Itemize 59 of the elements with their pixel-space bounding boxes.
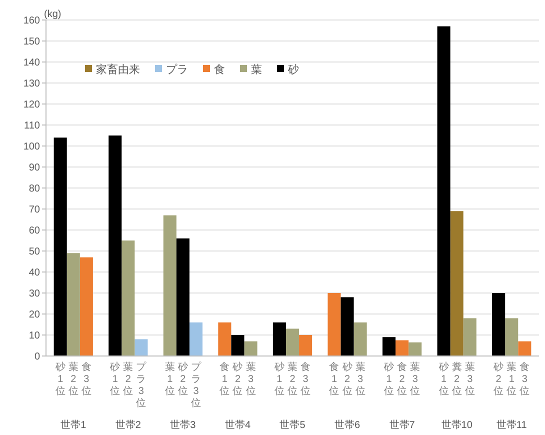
y-tick-label: 150 xyxy=(23,36,40,48)
x-tick-label: プラ3位 xyxy=(190,361,202,409)
text: 世帯4 xyxy=(224,419,251,431)
y-axis-title: (kg) xyxy=(44,9,62,20)
x-tick-label: 砂1位 xyxy=(54,361,66,397)
text: 世帯3 xyxy=(170,419,196,431)
text: 世帯10 xyxy=(441,419,473,431)
text: 世帯7 xyxy=(389,419,416,431)
y-tick-label: 120 xyxy=(23,100,40,110)
x-tick-label: 食3位 xyxy=(81,361,92,397)
x-tick-label: 砂2位 xyxy=(232,361,243,397)
y-tick-label: 100 xyxy=(23,142,40,152)
x-tick-label: 葉2位 xyxy=(123,361,134,397)
text: 世帯1 xyxy=(60,419,87,431)
legend-label: 葉 xyxy=(251,62,262,76)
x-tick-label: 葉2位 xyxy=(288,361,298,397)
x-tick-label: 葉3位 xyxy=(355,361,366,397)
y-tick-label: 160 xyxy=(23,16,40,26)
x-tick-label: 葉3位 xyxy=(246,361,256,397)
y-tick-label: 0 xyxy=(34,352,40,362)
x-tick-label: 砂1位 xyxy=(109,361,120,397)
y-tick-label: 140 xyxy=(23,58,40,68)
y-tick-label: 90 xyxy=(28,162,40,174)
legend-label: 食 xyxy=(214,64,225,76)
x-tick-label: 葉1位 xyxy=(164,361,175,397)
x-tick-label: 葉3位 xyxy=(410,361,420,397)
x-tick-label: 糞2位 xyxy=(452,361,462,397)
x-tick-label: 砂1位 xyxy=(383,361,394,397)
y-tick-label: 20 xyxy=(28,310,40,320)
x-tick-label: 食3位 xyxy=(520,361,530,397)
x-tick-label: 食1位 xyxy=(329,361,340,397)
y-tick-label: 40 xyxy=(28,268,40,278)
x-tick-label: 食3位 xyxy=(300,361,311,397)
text: 世帯2 xyxy=(115,419,142,431)
y-tick-label: 110 xyxy=(24,120,40,132)
x-tick-label: 葉1位 xyxy=(506,361,517,397)
text: 世帯11 xyxy=(496,419,528,431)
x-tick-label: 砂2位 xyxy=(341,361,352,397)
x-tick-label: 葉2位 xyxy=(68,361,78,397)
x-tick-label: 砂1位 xyxy=(273,361,284,397)
x-tick-label: 食1位 xyxy=(220,361,230,397)
legend-label: プラ xyxy=(166,62,188,76)
legend-label: 砂 xyxy=(287,62,299,76)
y-tick-label: 80 xyxy=(28,184,40,194)
y-tick-label: 10 xyxy=(28,330,40,342)
y-tick-label: 70 xyxy=(28,204,40,216)
x-tick-label: 砂2位 xyxy=(176,361,188,397)
legend-label: 家畜由来 xyxy=(96,62,140,76)
text: 世帯5 xyxy=(280,419,306,431)
y-tick-label: 60 xyxy=(28,226,40,236)
y-tick-label: 130 xyxy=(23,78,40,90)
x-tick-label: プラ3位 xyxy=(136,361,148,409)
x-tick-label: 葉3位 xyxy=(464,361,475,397)
text: 世帯6 xyxy=(334,419,360,431)
x-tick-label: 食2位 xyxy=(397,361,408,397)
x-tick-label: 砂2位 xyxy=(492,361,504,397)
y-tick-label: 30 xyxy=(28,288,40,300)
x-tick-label: 砂1位 xyxy=(438,361,449,397)
y-tick-label: 50 xyxy=(28,246,40,258)
